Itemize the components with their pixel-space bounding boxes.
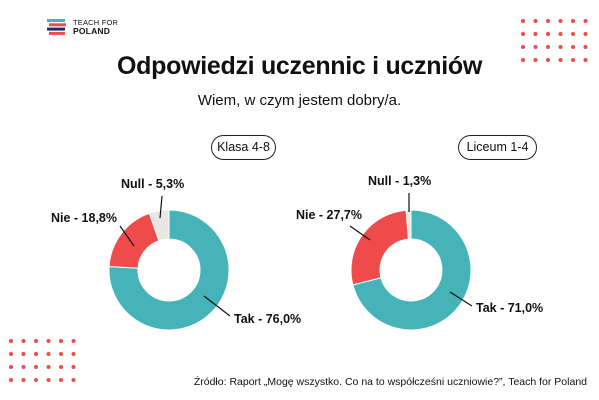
decorative-dot bbox=[546, 19, 550, 23]
decorative-dot bbox=[9, 365, 13, 369]
source-note: Źródło: Raport „Mogę wszystko. Co na to … bbox=[193, 376, 587, 388]
decorative-dot bbox=[21, 339, 26, 343]
decorative-dot bbox=[521, 19, 525, 23]
decorative-dot bbox=[571, 32, 575, 36]
chart-2-slice-nie bbox=[350, 209, 410, 286]
chart-2-title-pill: Liceum 1-4 bbox=[458, 135, 537, 160]
decorative-dot bbox=[521, 58, 525, 62]
decorative-dot bbox=[21, 352, 26, 356]
decorative-dot bbox=[583, 58, 588, 62]
chart-1-label-tak: Tak - 76,0% bbox=[234, 312, 301, 326]
decorative-dot bbox=[533, 32, 538, 36]
decorative-dot bbox=[9, 352, 13, 356]
chart-2-label-nie: Nie - 27,7% bbox=[296, 208, 362, 222]
decorative-dot bbox=[583, 45, 588, 49]
decorative-dot bbox=[558, 45, 563, 49]
decorative-dot bbox=[34, 352, 38, 356]
chart-1-label-null: Null - 5,3% bbox=[121, 177, 184, 191]
decorative-dot bbox=[21, 378, 26, 382]
chart-2-leader-line-tak bbox=[449, 291, 473, 307]
decorative-dot bbox=[533, 58, 538, 62]
logo-line2: POLAND bbox=[73, 26, 111, 36]
decorative-dot bbox=[546, 58, 550, 62]
decorative-dot bbox=[546, 45, 550, 49]
decorative-dot bbox=[46, 339, 51, 343]
logo-line1: TEACH FOR bbox=[73, 18, 119, 27]
chart-2-slice-null bbox=[405, 209, 412, 240]
decorative-dot bbox=[571, 58, 575, 62]
decorative-dot bbox=[9, 378, 13, 382]
decorative-dot bbox=[71, 365, 76, 369]
chart-1-leader-line-null bbox=[159, 195, 163, 219]
decorative-dot bbox=[21, 365, 26, 369]
logo-stripes-icon bbox=[47, 19, 66, 35]
decorative-dot bbox=[59, 365, 63, 369]
decorative-dot bbox=[46, 365, 51, 369]
decorative-dot bbox=[521, 45, 525, 49]
decorative-dot bbox=[9, 339, 13, 343]
decorative-dot bbox=[521, 32, 525, 36]
decorative-dot bbox=[583, 19, 588, 23]
decorative-dot bbox=[71, 378, 76, 382]
decorative-dot bbox=[558, 19, 563, 23]
decorative-dot bbox=[71, 339, 76, 343]
chart-1-label-nie: Nie - 18,8% bbox=[51, 211, 117, 225]
chart-1-slice-null bbox=[148, 209, 170, 242]
decorative-dots-bottom-left bbox=[9, 339, 76, 382]
decorative-dot bbox=[46, 378, 51, 382]
decorative-dot bbox=[533, 45, 538, 49]
decorative-dot bbox=[558, 58, 563, 62]
decorative-dot bbox=[34, 378, 38, 382]
decorative-dot bbox=[59, 339, 63, 343]
chart-1-slice-tak bbox=[108, 209, 230, 331]
page-title: Odpowiedzi uczennic i uczniów bbox=[117, 52, 482, 80]
decorative-dot bbox=[46, 352, 51, 356]
chart-2-label-null: Null - 1,3% bbox=[368, 174, 431, 188]
decorative-dot bbox=[34, 339, 38, 343]
teach-for-poland-logo: TEACH FOR POLAND bbox=[47, 18, 118, 36]
decorative-dot bbox=[571, 19, 575, 23]
decorative-dot bbox=[533, 19, 538, 23]
chart-2-leader-line-nie bbox=[349, 225, 371, 241]
chart-1-leader-line-nie bbox=[119, 225, 135, 247]
decorative-dot bbox=[546, 32, 550, 36]
decorative-dot bbox=[59, 378, 63, 382]
chart-1-leader-line-tak bbox=[203, 295, 231, 317]
decorative-dot bbox=[583, 32, 588, 36]
decorative-dot bbox=[558, 32, 563, 36]
decorative-dot bbox=[571, 45, 575, 49]
chart-2-slice-tak bbox=[352, 209, 472, 331]
page-subtitle: Wiem, w czym jestem dobry/a. bbox=[197, 92, 402, 109]
decorative-dot bbox=[34, 365, 38, 369]
decorative-dot bbox=[71, 352, 76, 356]
chart-2-label-tak: Tak - 71,0% bbox=[476, 301, 543, 315]
decorative-dots-top-right bbox=[521, 19, 588, 62]
decorative-dot bbox=[59, 352, 63, 356]
chart-1-title-pill: Klasa 4-8 bbox=[211, 135, 276, 160]
